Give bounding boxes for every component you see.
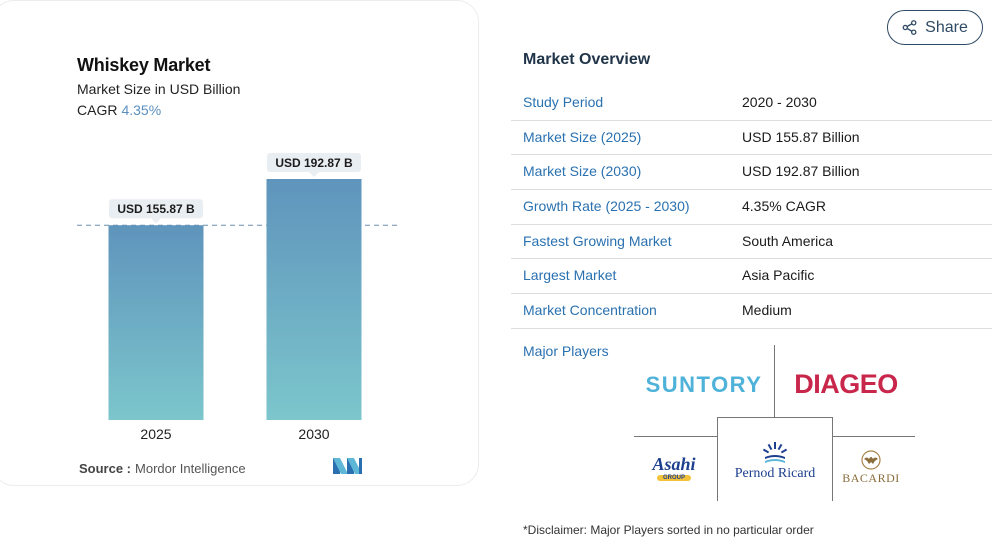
logo-divider xyxy=(717,417,718,501)
asahi-wordmark: Asahi xyxy=(652,454,696,474)
overview-row-largest-market: Largest Market Asia Pacific xyxy=(511,259,992,295)
market-overview-table: Study Period 2020 - 2030 Market Size (20… xyxy=(511,86,992,329)
overview-value: 4.35% CAGR xyxy=(742,198,827,215)
bar-2030[interactable] xyxy=(266,179,362,420)
logo-divider xyxy=(717,417,833,418)
asahi-group-tag: GROUP xyxy=(656,475,691,481)
diageo-logo[interactable]: DIAGEO xyxy=(794,368,898,399)
share-icon xyxy=(902,20,917,35)
data-label-bg xyxy=(267,153,361,172)
overview-value: 2020 - 2030 xyxy=(742,94,817,110)
bacardi-bat-icon xyxy=(861,450,881,470)
overview-row-study-period: Study Period 2020 - 2030 xyxy=(511,86,992,121)
overview-label[interactable]: Market Concentration xyxy=(523,302,657,319)
logo-divider xyxy=(832,417,833,501)
overview-value: South America xyxy=(742,232,834,249)
data-label-pointer xyxy=(309,172,319,177)
chart-source: Source : Mordor Intelligence xyxy=(79,461,246,476)
bacardi-logo[interactable]: BACARDI xyxy=(836,448,906,488)
overview-value: USD 155.87 Billion xyxy=(742,128,860,145)
mordor-intelligence-logo xyxy=(333,458,362,474)
logo-divider xyxy=(774,345,775,417)
chart-subtitle: Market Size in USD Billion xyxy=(77,81,241,97)
cagr-label: CAGR xyxy=(77,102,118,118)
overview-row-market-size-2030: Market Size (2030) USD 192.87 Billion xyxy=(511,155,992,191)
overview-row-fastest-growing: Fastest Growing Market South America xyxy=(511,225,992,260)
overview-label[interactable]: Market Size (2030) xyxy=(523,163,642,180)
share-button[interactable]: Share xyxy=(887,10,983,45)
share-label: Share xyxy=(925,18,968,36)
overview-value: Medium xyxy=(742,302,792,319)
data-label: USD 155.87 B xyxy=(117,202,195,216)
data-label-bg xyxy=(109,199,203,219)
cagr-value: 4.35% xyxy=(121,102,162,118)
chart-title: Whiskey Market xyxy=(77,55,211,75)
logo-divider xyxy=(634,436,717,437)
overview-row-market-size-2025: Market Size (2025) USD 155.87 Billion xyxy=(511,121,992,156)
major-players-label[interactable]: Major Players xyxy=(523,343,609,359)
x-tick-label: 2025 xyxy=(140,426,171,442)
asahi-logo[interactable]: Asahi GROUP xyxy=(648,448,700,488)
data-label: USD 192.87 B xyxy=(275,156,353,170)
bar-chart: USD 155.87 B 2025 USD 192.87 B 2030 xyxy=(77,153,398,442)
pernod-ricard-logo[interactable]: Pernod Ricard xyxy=(722,438,828,486)
overview-row-concentration: Market Concentration Medium xyxy=(511,294,992,329)
overview-value: USD 192.87 Billion xyxy=(742,163,860,180)
market-overview-title: Market Overview xyxy=(523,51,651,68)
bacardi-wordmark: BACARDI xyxy=(842,471,900,485)
overview-row-growth-rate: Growth Rate (2025 - 2030) 4.35% CAGR xyxy=(511,190,992,225)
x-tick-label: 2030 xyxy=(298,426,329,442)
overview-label[interactable]: Largest Market xyxy=(523,267,617,284)
disclaimer-text: *Disclaimer: Major Players sorted in no … xyxy=(523,523,814,537)
source-label: Source : xyxy=(79,461,132,476)
logo-divider xyxy=(833,436,915,437)
bar-2025[interactable] xyxy=(108,225,204,420)
data-label-pointer xyxy=(151,218,161,224)
overview-label[interactable]: Market Size (2025) xyxy=(523,128,642,145)
overview-label[interactable]: Fastest Growing Market xyxy=(523,232,672,249)
suntory-logo[interactable]: SUNTORY xyxy=(645,372,763,397)
pernod-wordmark: Pernod Ricard xyxy=(734,466,816,481)
overview-value: Asia Pacific xyxy=(742,267,815,284)
overview-label[interactable]: Study Period xyxy=(523,94,604,110)
chart-cagr: CAGR 4.35% xyxy=(77,102,161,118)
chart-card xyxy=(0,0,479,486)
pernod-star-icon xyxy=(762,442,788,463)
overview-label[interactable]: Growth Rate (2025 - 2030) xyxy=(523,198,690,215)
source-value: Mordor Intelligence xyxy=(135,461,246,476)
